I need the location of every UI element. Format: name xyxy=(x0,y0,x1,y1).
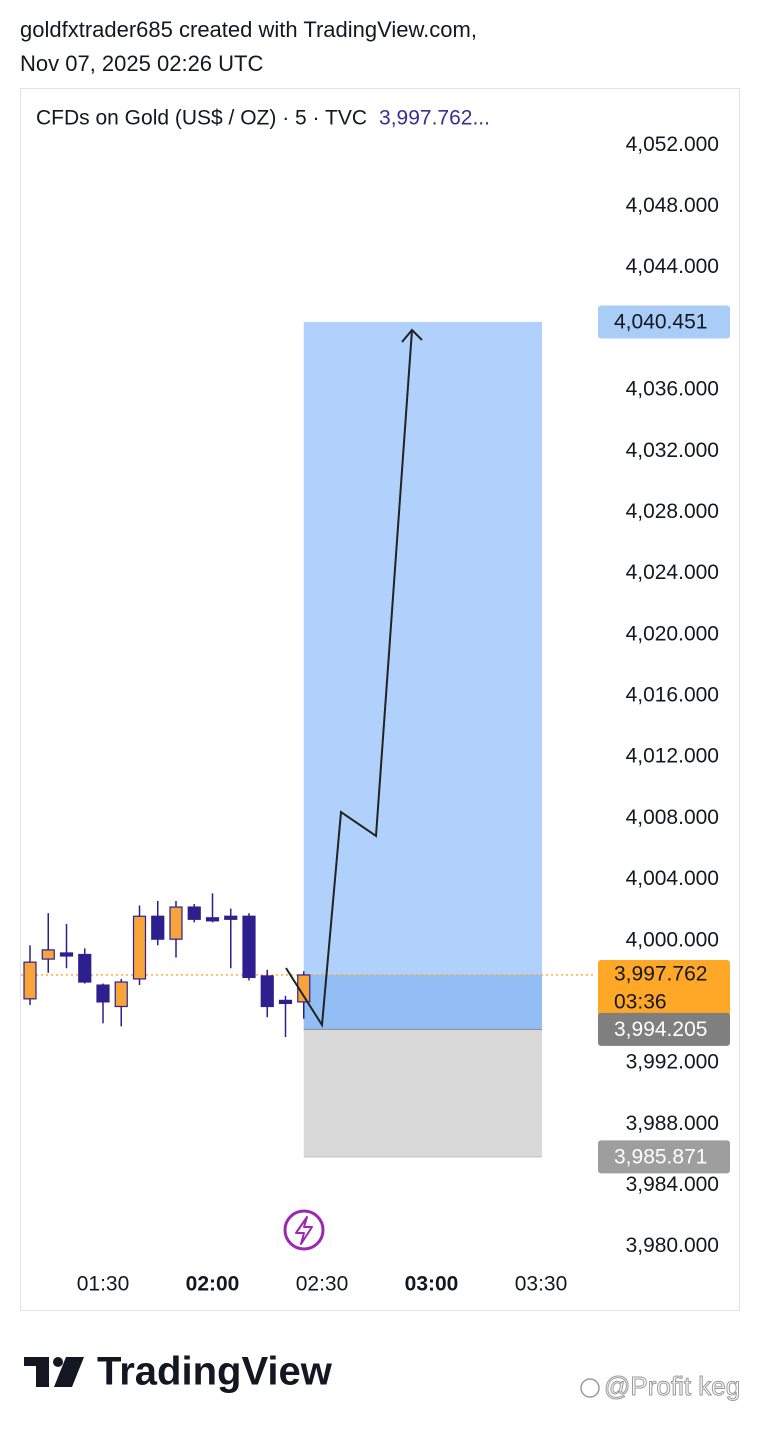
header-line: goldfxtrader685 created with TradingView… xyxy=(20,17,477,42)
y-tick-label: 4,024.000 xyxy=(626,561,719,584)
candle-body xyxy=(224,915,238,920)
candle-body xyxy=(23,961,37,1000)
candle-body xyxy=(78,953,92,983)
x-tick-label: 03:00 xyxy=(405,1273,459,1296)
x-tick-label: 01:30 xyxy=(77,1273,130,1296)
stop-tag-label: 3,985.871 xyxy=(614,1145,707,1168)
y-tick-label: 4,052.000 xyxy=(626,133,719,156)
brand-logo xyxy=(24,1357,84,1387)
y-tick-label: 4,012.000 xyxy=(626,745,719,768)
progress-zone xyxy=(303,974,542,1030)
y-tick-label: 4,044.000 xyxy=(626,255,719,278)
y-tick-label: 3,992.000 xyxy=(626,1051,719,1074)
y-tick-label: 4,036.000 xyxy=(626,378,719,401)
candle-body xyxy=(59,952,74,957)
y-tick-label: 4,032.000 xyxy=(626,439,719,462)
y-tick-label: 4,020.000 xyxy=(626,622,719,645)
candle-body xyxy=(41,949,55,960)
last-price-tag-label: 3,997.762 xyxy=(614,962,707,985)
profit-zone xyxy=(303,321,542,1030)
y-tick-label: 4,028.000 xyxy=(626,500,719,523)
stop-tag xyxy=(598,1140,730,1174)
y-tick-label: 4,048.000 xyxy=(626,194,719,217)
event-icon[interactable] xyxy=(283,1209,325,1251)
target-tag-label: 4,040.451 xyxy=(614,311,707,334)
y-tick-label: 4,008.000 xyxy=(626,806,719,829)
entry-tag xyxy=(598,1012,730,1046)
candle-body xyxy=(132,915,147,980)
y-tick-label: 3,988.000 xyxy=(626,1112,719,1135)
overlay xyxy=(283,328,423,1251)
candle-body xyxy=(242,915,256,979)
last-price-tag xyxy=(598,959,730,1022)
header-line: Nov 07, 2025 02:26 UTC xyxy=(20,51,263,76)
y-tick-label: 4,000.000 xyxy=(626,928,719,951)
y-tick-label: 3,980.000 xyxy=(626,1234,719,1257)
x-tick-label: 02:30 xyxy=(296,1273,349,1296)
candle-body xyxy=(187,906,201,920)
candle-body xyxy=(169,906,183,940)
projection-arrow xyxy=(285,329,413,1029)
candle-body xyxy=(114,981,128,1008)
x-tick-label: 03:30 xyxy=(515,1273,568,1296)
legend-title: CFDs on Gold (US$ / OZ) · 5 · TVC xyxy=(36,107,367,130)
watermark-icon xyxy=(580,1378,600,1398)
logo-part xyxy=(53,1357,63,1367)
candle-body xyxy=(278,999,293,1005)
y-tick-label: 3,984.000 xyxy=(626,1173,719,1196)
legend-value: 3,997.762... xyxy=(379,107,490,130)
brand-name: TradingView xyxy=(97,1350,333,1394)
candle-body xyxy=(260,975,274,1008)
candle-body xyxy=(151,915,165,940)
arrow-head xyxy=(401,328,423,343)
entry-tag-label: 3,994.205 xyxy=(614,1018,707,1041)
event-bolt xyxy=(295,1216,313,1245)
watermark: @Profit keg xyxy=(604,1371,740,1401)
chart-frame xyxy=(20,88,740,1311)
target-tag xyxy=(598,305,730,339)
loss-zone xyxy=(303,1029,542,1157)
plot-area xyxy=(21,321,596,1158)
last-price-tag-label: 03:36 xyxy=(614,990,667,1013)
x-tick-label: 02:00 xyxy=(186,1273,240,1296)
logo-part xyxy=(36,1357,49,1387)
logo-part xyxy=(54,1357,84,1387)
candle-body xyxy=(96,984,110,1003)
candle-body xyxy=(205,917,220,922)
y-tick-label: 4,016.000 xyxy=(626,684,719,707)
y-tick-label: 4,004.000 xyxy=(626,867,719,890)
